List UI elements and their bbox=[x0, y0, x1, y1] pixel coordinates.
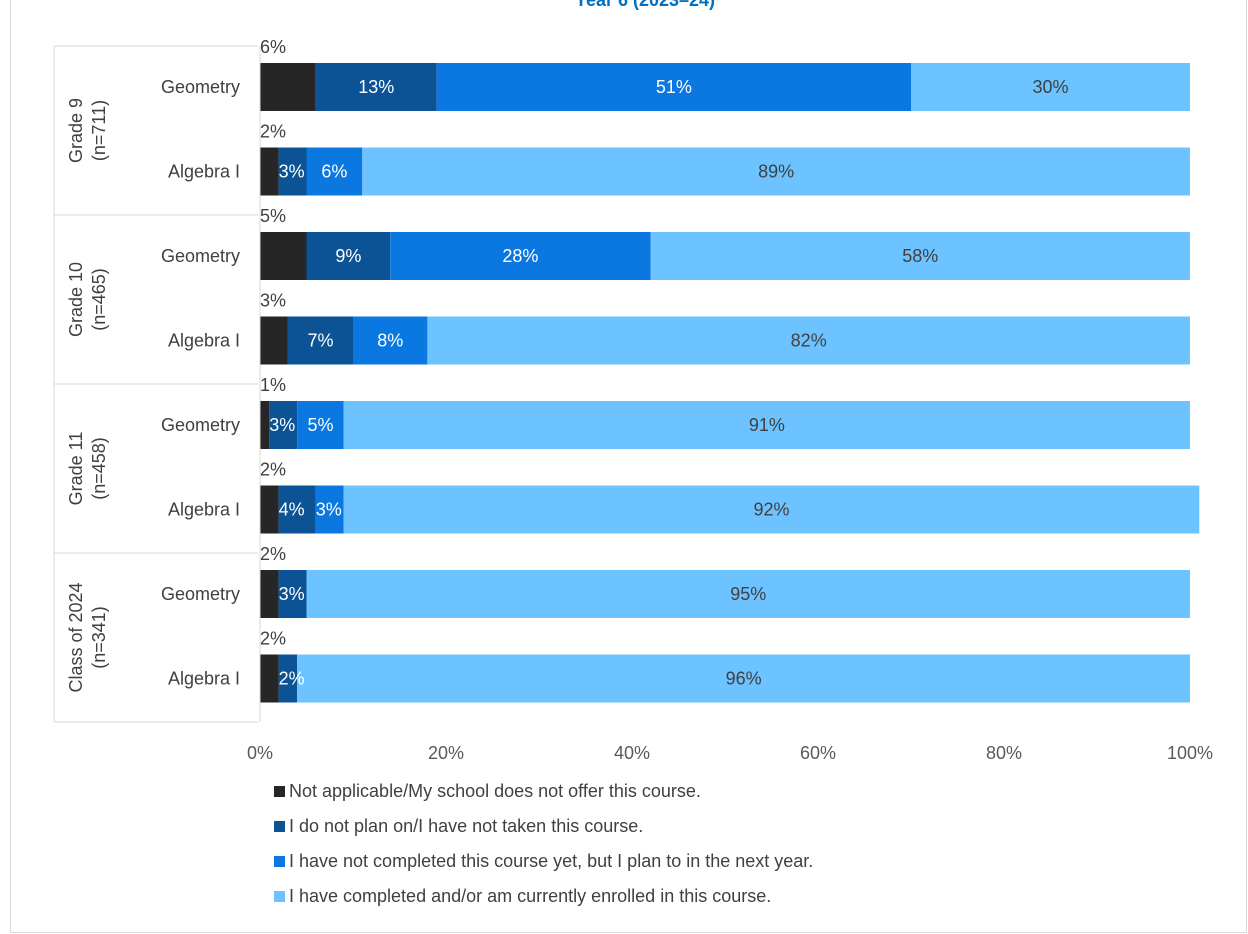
data-label: 5% bbox=[307, 415, 333, 435]
bar-segment bbox=[306, 147, 363, 196]
data-label: 58% bbox=[902, 246, 938, 266]
bar-segment bbox=[260, 316, 288, 365]
data-label: 4% bbox=[279, 500, 305, 520]
legend-label: I have completed and/or am currently enr… bbox=[289, 886, 771, 906]
data-label: 2% bbox=[260, 629, 286, 649]
bar-segment bbox=[436, 63, 911, 111]
bar-segment bbox=[260, 147, 279, 196]
bar-segment bbox=[427, 316, 1190, 365]
legend-swatch bbox=[274, 821, 285, 832]
row-label: Algebra I bbox=[168, 331, 240, 351]
row-label: Algebra I bbox=[168, 669, 240, 689]
bar-segment bbox=[260, 63, 316, 111]
x-tick-label: 100% bbox=[1167, 743, 1213, 763]
data-label: 30% bbox=[1032, 77, 1068, 97]
data-label: 92% bbox=[753, 500, 789, 520]
group-n-label: (n=711) bbox=[89, 100, 109, 161]
chart-frame bbox=[10, 0, 1247, 933]
group-n-label: (n=465) bbox=[89, 268, 109, 331]
bar-segment bbox=[269, 401, 298, 449]
bar-segment bbox=[278, 147, 307, 196]
group-label: Grade 10 bbox=[66, 262, 86, 337]
data-label: 13% bbox=[358, 77, 394, 97]
bar-segment bbox=[306, 570, 1190, 618]
bar-segment bbox=[278, 654, 298, 703]
data-label: 3% bbox=[279, 162, 305, 182]
x-tick-label: 0% bbox=[247, 743, 273, 763]
x-tick-label: 80% bbox=[986, 743, 1022, 763]
legend-swatch bbox=[274, 786, 285, 797]
legend-label: Not applicable/My school does not offer … bbox=[289, 781, 701, 801]
data-label: 5% bbox=[260, 206, 286, 226]
data-label: 82% bbox=[791, 331, 827, 351]
data-label: 3% bbox=[316, 500, 342, 520]
bar-segment bbox=[260, 654, 279, 703]
bar-segment bbox=[911, 63, 1190, 111]
bar-segment bbox=[343, 485, 1200, 534]
x-tick-label: 20% bbox=[428, 743, 464, 763]
group-label: Grade 9 bbox=[66, 98, 86, 163]
row-label: Geometry bbox=[161, 415, 240, 435]
data-label: 6% bbox=[321, 162, 347, 182]
data-label: 2% bbox=[260, 122, 286, 142]
bar-segment bbox=[343, 401, 1190, 449]
data-label: 9% bbox=[335, 246, 361, 266]
data-label: 96% bbox=[726, 669, 762, 689]
row-label: Geometry bbox=[161, 584, 240, 604]
bar-segment bbox=[650, 232, 1190, 280]
group-label: Class of 2024 bbox=[66, 582, 86, 692]
bar-segment bbox=[315, 63, 437, 111]
data-label: 1% bbox=[260, 375, 286, 395]
bar-segment bbox=[297, 654, 1190, 703]
labels-layer: 6% 13% 51% 30% 2% 3% 6% 89% 5% 9% 28% 58% 3% 7% 8% 82% 1… bbox=[260, 37, 1069, 689]
data-label: 2% bbox=[279, 669, 305, 689]
data-label: 89% bbox=[758, 162, 794, 182]
group-label: Grade 11 bbox=[66, 432, 86, 506]
chart-title: Year 6 (2023–24) bbox=[575, 0, 715, 10]
bar-segment bbox=[297, 401, 344, 449]
data-label: 51% bbox=[656, 77, 692, 97]
legend-swatch bbox=[274, 891, 285, 902]
bar-segment bbox=[260, 401, 270, 449]
x-tick-label: 40% bbox=[614, 743, 650, 763]
bar-segment bbox=[260, 570, 279, 618]
legend: Not applicable/My school does not offer … bbox=[274, 781, 813, 906]
data-label: 2% bbox=[260, 460, 286, 480]
bar-segment bbox=[306, 232, 391, 280]
legend-swatch bbox=[274, 856, 285, 867]
legend-label: I do not plan on/I have not taken this c… bbox=[289, 816, 643, 836]
row-label: Geometry bbox=[161, 77, 240, 97]
legend-label: I have not completed this course yet, bu… bbox=[289, 851, 813, 871]
data-label: 2% bbox=[260, 544, 286, 564]
bar-segment bbox=[278, 570, 307, 618]
data-label: 7% bbox=[307, 331, 333, 351]
data-label: 3% bbox=[279, 584, 305, 604]
bar-segment bbox=[390, 232, 651, 280]
x-tick-label: 60% bbox=[800, 743, 836, 763]
bar-segment bbox=[260, 485, 279, 534]
row-label: Algebra I bbox=[168, 500, 240, 520]
bar-segment bbox=[353, 316, 428, 365]
bar-segment bbox=[260, 232, 307, 280]
data-label: 28% bbox=[502, 246, 538, 266]
data-label: 8% bbox=[377, 331, 403, 351]
data-label: 6% bbox=[260, 37, 286, 57]
bars-layer bbox=[260, 63, 1200, 703]
bar-segment bbox=[278, 485, 316, 534]
data-label: 3% bbox=[260, 291, 286, 311]
group-n-label: (n=341) bbox=[89, 606, 109, 669]
row-label: Geometry bbox=[161, 246, 240, 266]
bar-segment bbox=[315, 485, 344, 534]
bar-segment bbox=[287, 316, 353, 365]
data-label: 91% bbox=[749, 415, 785, 435]
row-label: Algebra I bbox=[168, 162, 240, 182]
data-label: 95% bbox=[730, 584, 766, 604]
group-n-label: (n=458) bbox=[89, 437, 109, 500]
data-label: 3% bbox=[269, 415, 295, 435]
bar-segment bbox=[362, 147, 1190, 196]
